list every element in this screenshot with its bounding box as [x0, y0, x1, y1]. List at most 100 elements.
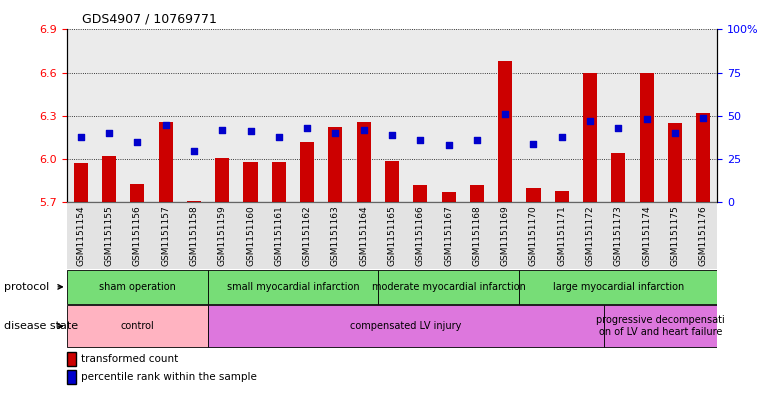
Bar: [95, 202, 123, 269]
Bar: [350, 202, 378, 269]
Bar: [123, 202, 151, 269]
Point: [329, 130, 342, 136]
Bar: [554, 191, 569, 202]
Bar: [208, 29, 237, 202]
Point: [187, 147, 200, 154]
Bar: [640, 73, 654, 202]
Bar: [67, 202, 95, 269]
Point: [358, 127, 370, 133]
Bar: [604, 29, 633, 202]
Bar: [130, 184, 144, 202]
Text: GSM1151154: GSM1151154: [76, 206, 85, 266]
Bar: [576, 29, 604, 202]
Bar: [526, 188, 540, 202]
Point: [584, 118, 597, 124]
Bar: [208, 270, 378, 304]
Text: GSM1151175: GSM1151175: [670, 206, 680, 266]
Bar: [668, 123, 682, 202]
Text: GSM1151165: GSM1151165: [387, 206, 397, 266]
Point: [527, 140, 539, 147]
Bar: [689, 29, 717, 202]
Bar: [328, 127, 343, 202]
Text: GSM1151166: GSM1151166: [416, 206, 425, 266]
Text: transformed count: transformed count: [81, 354, 178, 364]
Text: moderate myocardial infarction: moderate myocardial infarction: [372, 282, 525, 292]
Text: large myocardial infarction: large myocardial infarction: [553, 282, 684, 292]
Text: GSM1151171: GSM1151171: [557, 206, 566, 266]
Text: GSM1151172: GSM1151172: [586, 206, 594, 266]
Text: compensated LV injury: compensated LV injury: [350, 321, 462, 331]
Bar: [547, 202, 576, 269]
Bar: [604, 305, 717, 347]
Bar: [102, 156, 116, 202]
Bar: [67, 29, 95, 202]
Bar: [67, 305, 208, 347]
Text: GSM1151174: GSM1151174: [642, 206, 652, 266]
Point: [301, 125, 314, 131]
Bar: [378, 270, 519, 304]
Bar: [661, 29, 689, 202]
Point: [442, 142, 455, 149]
Point: [216, 127, 228, 133]
Text: GSM1151157: GSM1151157: [162, 206, 170, 266]
Bar: [300, 142, 314, 202]
Bar: [583, 73, 597, 202]
Text: GSM1151164: GSM1151164: [359, 206, 368, 266]
Point: [159, 121, 172, 128]
Bar: [519, 270, 717, 304]
Bar: [180, 202, 208, 269]
Bar: [696, 113, 710, 202]
Text: GSM1151162: GSM1151162: [303, 206, 311, 266]
Bar: [180, 29, 208, 202]
Point: [414, 137, 426, 143]
Bar: [633, 29, 661, 202]
Bar: [350, 29, 378, 202]
Bar: [67, 270, 208, 304]
Bar: [689, 202, 717, 269]
Bar: [406, 202, 434, 269]
Text: GSM1151160: GSM1151160: [246, 206, 255, 266]
Bar: [378, 202, 406, 269]
Bar: [441, 192, 456, 202]
Text: small myocardial infarction: small myocardial infarction: [227, 282, 359, 292]
Text: percentile rank within the sample: percentile rank within the sample: [81, 372, 256, 382]
Bar: [321, 202, 350, 269]
Bar: [604, 202, 633, 269]
Bar: [519, 29, 547, 202]
Bar: [272, 162, 286, 202]
Text: GSM1151168: GSM1151168: [473, 206, 481, 266]
Bar: [463, 29, 491, 202]
Bar: [237, 29, 265, 202]
Bar: [357, 122, 371, 202]
Bar: [151, 202, 180, 269]
Bar: [547, 29, 576, 202]
Bar: [265, 202, 293, 269]
Bar: [491, 29, 519, 202]
Bar: [519, 202, 547, 269]
Text: GSM1151161: GSM1151161: [274, 206, 283, 266]
Point: [612, 125, 625, 131]
Bar: [463, 202, 491, 269]
Bar: [187, 201, 201, 202]
Text: GSM1151170: GSM1151170: [529, 206, 538, 266]
Bar: [158, 122, 172, 202]
Bar: [123, 29, 151, 202]
Bar: [413, 185, 427, 202]
Bar: [244, 162, 258, 202]
Bar: [95, 29, 123, 202]
Bar: [208, 305, 604, 347]
Text: GSM1151156: GSM1151156: [132, 206, 142, 266]
Text: GSM1151163: GSM1151163: [331, 206, 340, 266]
Text: GDS4907 / 10769771: GDS4907 / 10769771: [82, 13, 217, 26]
Point: [641, 116, 653, 123]
Point: [131, 139, 143, 145]
Text: GSM1151158: GSM1151158: [190, 206, 198, 266]
Bar: [661, 202, 689, 269]
Bar: [434, 202, 463, 269]
Bar: [151, 29, 180, 202]
Point: [556, 134, 568, 140]
Text: progressive decompensati
on of LV and heart failure: progressive decompensati on of LV and he…: [597, 316, 725, 337]
Point: [697, 114, 710, 121]
Bar: [491, 202, 519, 269]
Text: GSM1151155: GSM1151155: [104, 206, 114, 266]
